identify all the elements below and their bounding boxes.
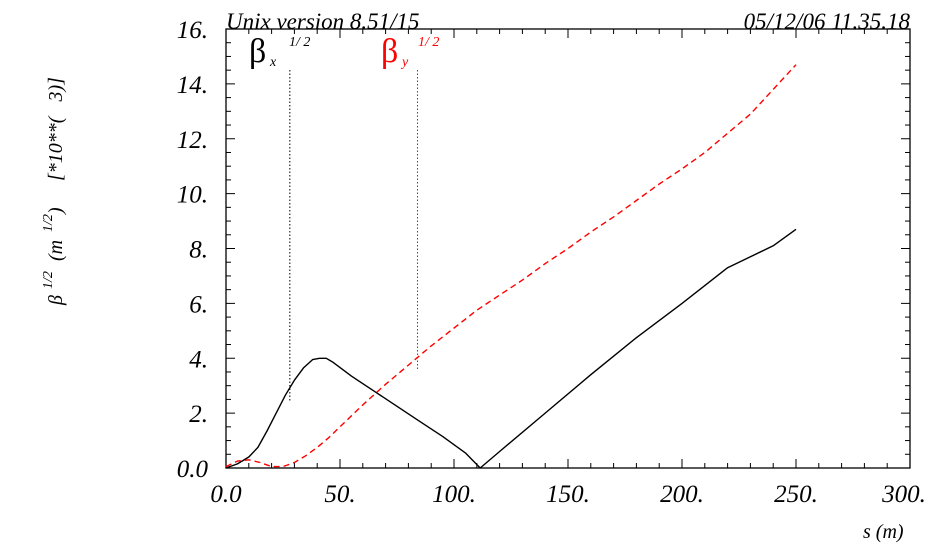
legend-beta-x: β x 1/ 2 [249, 33, 310, 70]
y-axis-title-unit-close: ) [45, 207, 67, 215]
y-axis-title-unit-sup: 1/2 [41, 214, 56, 232]
y-axis-title: β 1/2 (m 1/2 ) [*10**( 3)] [41, 77, 67, 306]
y-tick-label: 4. [189, 346, 208, 373]
legend-beta-y-sup: 1/ 2 [418, 35, 439, 50]
x-axis-title: s (m) [863, 521, 904, 543]
x-tick-label: 200. [660, 481, 704, 508]
legend-beta-y-symbol: β [381, 33, 398, 70]
y-axis-title-beta-sup: 1/2 [41, 271, 56, 289]
series-line-beta-x [225, 228, 797, 469]
data-series [225, 64, 797, 469]
y-tick-label: 14. [177, 72, 208, 99]
y-tick-labels: 0.0 2. 4. 6. 8. 10. 12. 14. 16. [177, 17, 209, 483]
x-tick-label: 0.0 [210, 481, 242, 508]
y-tick-label: 0.0 [177, 456, 209, 483]
header-timestamp-text: 05/12/06 11.35.18 [744, 9, 911, 34]
y-tick-label: 2. [189, 401, 208, 428]
y-axis-title-beta: β [45, 295, 67, 306]
y-tick-label: 16. [177, 17, 208, 44]
axis-ticks [225, 28, 911, 469]
x-tick-label: 300. [881, 481, 926, 508]
y-tick-label: 12. [177, 127, 208, 154]
y-axis-title-scale: [*10**( 3)] [45, 77, 67, 181]
header-version-text: Unix version 8.51/15 [226, 9, 420, 34]
legend-beta-x-symbol: β [249, 33, 266, 70]
y-axis-title-unit-open: (m [45, 240, 67, 261]
series-line-beta-y [225, 64, 797, 468]
legend-markers [289, 70, 419, 403]
x-tick-label: 250. [774, 481, 818, 508]
legend-beta-y-sub: y [400, 55, 409, 70]
legend-beta-y: β y 1/ 2 [381, 33, 439, 70]
legend-beta-x-sub: x [269, 55, 277, 70]
legend-beta-x-sup: 1/ 2 [289, 35, 310, 50]
x-tick-label: 50. [324, 481, 355, 508]
y-tick-label: 8. [189, 237, 208, 264]
x-tick-label: 150. [546, 481, 590, 508]
y-tick-label: 6. [189, 291, 208, 318]
x-tick-labels: 0.0 50. 100. 150. 200. 250. 300. [210, 481, 926, 508]
x-tick-label: 100. [432, 481, 476, 508]
y-tick-label: 10. [177, 182, 208, 209]
plot-frame [225, 28, 911, 469]
